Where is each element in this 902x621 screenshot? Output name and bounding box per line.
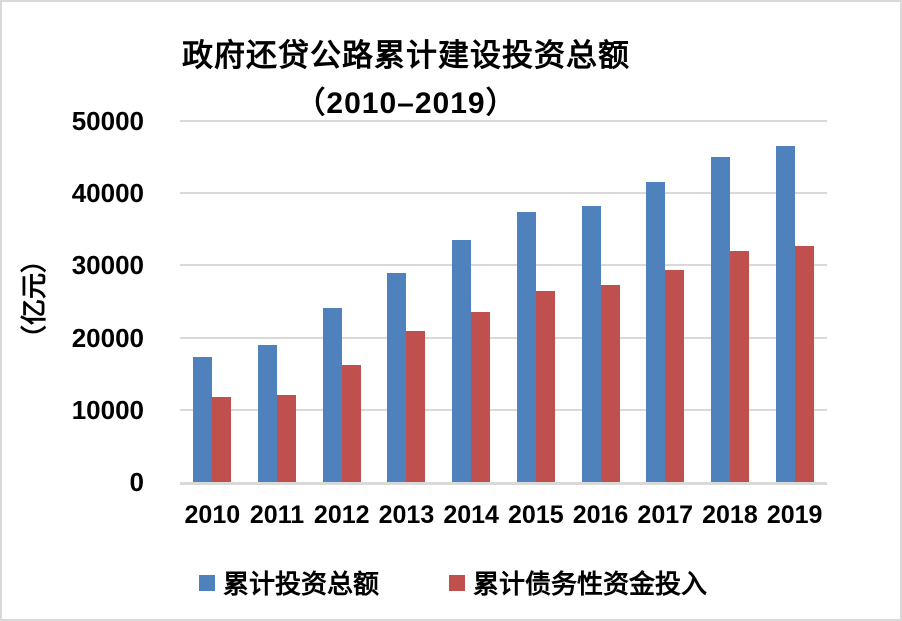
bar-group-2015 (504, 121, 569, 482)
bar-group-2010 (180, 121, 245, 482)
bar-group-2016 (568, 121, 633, 482)
bar-total-2011 (258, 344, 278, 482)
bar-debt-2018 (729, 250, 749, 482)
bar-debt-2010 (212, 396, 232, 482)
x-tick-label-2015: 2015 (508, 501, 564, 529)
bar-total-2015 (516, 211, 536, 482)
x-tick-label-2018: 2018 (702, 501, 758, 529)
x-tick-label-2010: 2010 (184, 501, 241, 529)
x-tick-label-2014: 2014 (443, 501, 499, 529)
bar-group-2012 (309, 121, 374, 482)
x-axis: 2010 2011 2012 2013 2014 2015 2016 2017 2018 2019 (180, 501, 827, 533)
y-axis: 0 10000 20000 30000 40000 50000 (2, 106, 144, 497)
gridline-10000 (180, 408, 827, 411)
bar-total-2013 (387, 272, 407, 482)
gridline-20000 (180, 336, 827, 339)
legend-item-total-investment: 累计投资总额 (198, 564, 379, 601)
bar-debt-2016 (600, 284, 620, 482)
plot-area (180, 120, 827, 485)
gridline-50000 (180, 120, 827, 122)
legend-swatch-red-icon (449, 574, 465, 591)
bar-total-2016 (581, 206, 601, 482)
bar-total-2014 (452, 240, 472, 482)
bar-group-2013 (374, 121, 439, 482)
bar-total-2017 (646, 182, 666, 482)
y-tick-label-0: 0 (129, 467, 144, 497)
gridline-30000 (180, 264, 827, 267)
bar-debt-2013 (406, 331, 426, 482)
bar-group-2019 (762, 121, 827, 482)
bar-debt-2015 (535, 291, 555, 482)
bar-debt-2014 (471, 311, 491, 482)
y-tick-label-30000: 30000 (71, 250, 144, 280)
legend: 累计投资总额 累计债务性资金投入 (2, 564, 900, 601)
bar-debt-2011 (277, 394, 297, 482)
x-tick-label-2011: 2011 (249, 501, 305, 529)
chart-subtitle: （2010–2019） (295, 87, 517, 120)
y-tick-label-40000: 40000 (71, 178, 144, 208)
x-tick-label-2017: 2017 (637, 501, 694, 529)
x-tick-label-2013: 2013 (378, 501, 435, 529)
y-tick-label-10000: 10000 (71, 395, 144, 425)
bar-debt-2017 (665, 269, 685, 482)
x-tick-label-2016: 2016 (572, 501, 629, 529)
x-tick-label-2012: 2012 (313, 501, 370, 529)
bar-total-2018 (710, 157, 730, 482)
bar-group-2018 (698, 121, 763, 482)
y-tick-label-20000: 20000 (71, 323, 144, 353)
bar-total-2010 (193, 357, 213, 482)
bar-debt-2019 (794, 245, 814, 482)
bar-group-2017 (633, 121, 698, 482)
bar-total-2012 (322, 308, 342, 482)
bar-debt-2012 (341, 365, 361, 482)
x-tick-label-2019: 2019 (766, 501, 823, 529)
y-tick-label-50000: 50000 (71, 106, 144, 136)
legend-item-debt-investment: 累计债务性资金投入 (449, 564, 707, 601)
legend-label-total-investment: 累计投资总额 (222, 569, 379, 599)
bar-group-2011 (245, 121, 310, 482)
bar-group-2014 (439, 121, 504, 482)
legend-label-debt-investment: 累计债务性资金投入 (473, 569, 708, 599)
bar-total-2019 (775, 146, 795, 482)
gridline-40000 (180, 192, 827, 195)
legend-swatch-blue-icon (198, 574, 215, 591)
chart-title: 政府还贷公路累计建设投资总额 (182, 38, 630, 73)
